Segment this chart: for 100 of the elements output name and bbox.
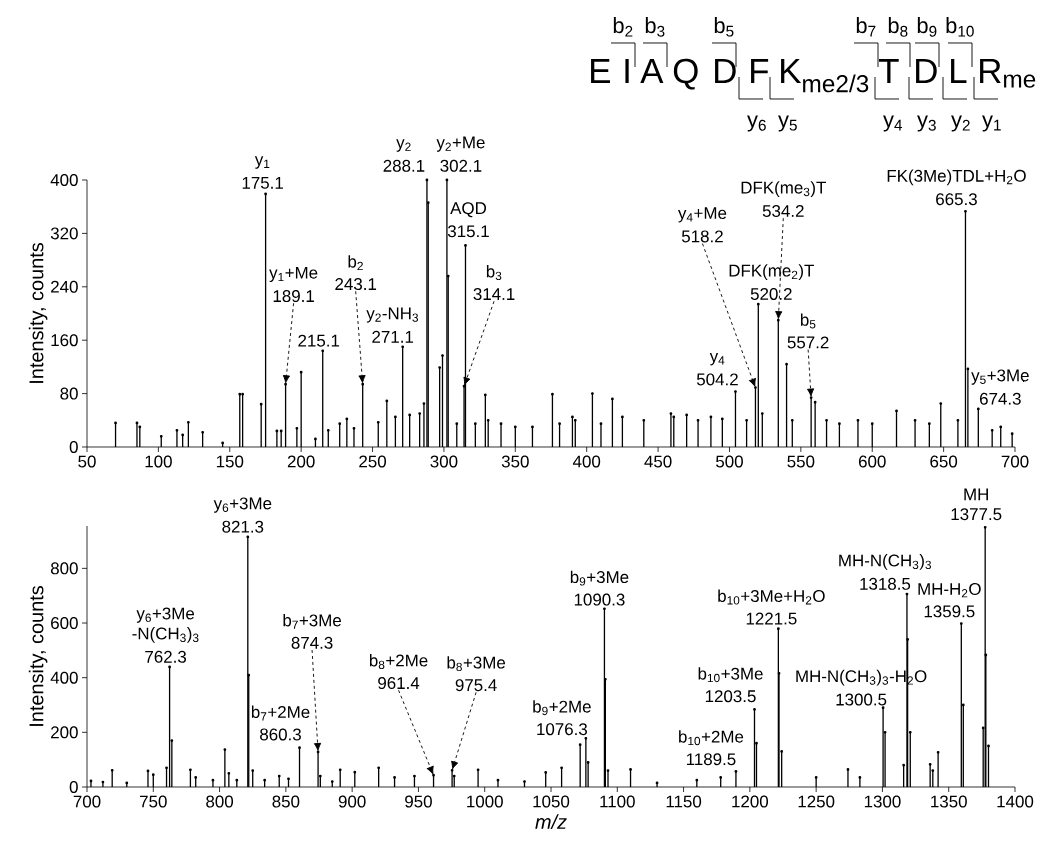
- annotation: b$_{5}$: [800, 313, 816, 329]
- x-tick-label: 250: [359, 455, 387, 468]
- y-tick-label: 0: [69, 441, 78, 453]
- text: y$_{3}$: [917, 115, 936, 132]
- x-tick-label: 1050: [533, 795, 570, 808]
- annotation: b$_{3}$: [486, 265, 502, 281]
- x-tick-label: 1150: [666, 795, 702, 808]
- text: D: [916, 58, 937, 83]
- x-tick-label: 150: [216, 455, 244, 468]
- annotation: y$_{1}$: [254, 156, 270, 169]
- x-tick-label: 450: [644, 455, 672, 468]
- annotation: b$_{9}$+3Me: [570, 570, 629, 586]
- annotation: 302.1: [440, 159, 482, 172]
- text: L: [951, 58, 967, 83]
- y-axis-title: Intensity, counts: [28, 585, 48, 726]
- annotation: 520.2: [750, 287, 792, 300]
- annotation: y$_{4}$+Me: [678, 207, 727, 223]
- annotation: 975.4: [455, 679, 497, 692]
- annotation: b$_{2}$: [348, 255, 363, 271]
- x-tick-label: 700: [73, 795, 101, 808]
- annotation: 288.1: [383, 159, 425, 172]
- annotation: y$_{2}$: [396, 139, 411, 152]
- annotation: 1300.5: [836, 693, 887, 706]
- annotation: y$_{2}$-NH$_{3}$: [366, 307, 419, 323]
- text: y$_{2}$: [951, 115, 970, 132]
- annotation: MH-N(CH$_{3}$)$_{3}$: [839, 554, 932, 570]
- text: y$_{6}$: [747, 115, 766, 132]
- annotation: 961.4: [378, 677, 420, 690]
- annotation: 189.1: [273, 290, 314, 303]
- text: b$_{3}$: [645, 17, 665, 37]
- x-tick-label: 900: [338, 795, 366, 808]
- y-tick-label: 0: [69, 781, 78, 793]
- annotation: 175.1: [242, 176, 283, 189]
- annotation: 1318.5: [860, 577, 911, 590]
- text: b$_{2}$: [613, 17, 633, 37]
- text: A: [640, 58, 664, 83]
- annotation: 1359.5: [924, 605, 975, 618]
- x-tick-label: 100: [145, 455, 172, 468]
- x-tick-label: 1100: [600, 795, 635, 808]
- y-tick-label: 200: [51, 726, 78, 739]
- x-tick-label: 1300: [864, 795, 901, 808]
- text: b$_{8}$: [888, 17, 908, 37]
- x-tick-label: 300: [430, 455, 458, 468]
- annotation: 674.3: [979, 392, 1021, 405]
- annotation: 860.3: [260, 728, 301, 741]
- annotation: MH-H$_{2}$O: [918, 582, 981, 598]
- annotation: DFK(me$_{2}$)T: [729, 264, 814, 280]
- x-tick-label: 50: [78, 455, 96, 468]
- x-tick-label: 850: [272, 795, 300, 808]
- x-tick-label: 600: [858, 455, 886, 468]
- text: E: [591, 58, 610, 83]
- annotation: 215.1: [298, 334, 340, 347]
- x-tick-label: 800: [206, 795, 234, 808]
- text: b$_{7}$: [856, 17, 876, 37]
- text: b$_{9}$: [917, 17, 937, 37]
- y-tick-label: 600: [51, 617, 78, 630]
- annotation: 1090.3: [574, 593, 625, 606]
- annotation: y$_{2}$+Me: [436, 136, 485, 152]
- annotation: 1377.5: [951, 508, 1002, 521]
- text: I: [625, 58, 629, 83]
- text: y$_{4}$: [883, 115, 903, 132]
- annotation: 504.2: [696, 373, 738, 386]
- x-tick-label: 950: [405, 795, 432, 808]
- y-tick-label: 320: [50, 227, 78, 240]
- y-tick-label: 400: [50, 671, 78, 684]
- annotation: 534.2: [762, 204, 804, 217]
- annotation: AQD: [450, 202, 487, 218]
- y-tick-label: 800: [50, 562, 78, 575]
- x-tick-label: 550: [787, 455, 815, 468]
- x-tick-label: 1200: [732, 795, 769, 808]
- annotation: 243.1: [335, 278, 377, 291]
- annotation: -N(CH$_{3}$)$_{3}$: [132, 627, 199, 643]
- y-tick-label: 160: [51, 334, 78, 347]
- x-tick-label: 350: [501, 455, 529, 468]
- annotation: y$_{6}$+3Me: [136, 607, 195, 623]
- text: Q: [673, 58, 698, 90]
- x-tick-label: 500: [716, 455, 743, 468]
- text: T: [878, 58, 899, 83]
- x-tick-label: 700: [1001, 455, 1029, 468]
- annotation: 1189.5: [686, 753, 736, 766]
- annotation: DFK(me$_{3}$)T: [741, 181, 826, 197]
- annotation: 762.3: [145, 650, 187, 663]
- annotation: 821.3: [222, 520, 264, 533]
- annotation: b$_{8}$+2Me: [369, 654, 428, 670]
- x-tick-label: 650: [930, 455, 958, 468]
- annotation: 1221.5: [746, 612, 797, 625]
- annotation: 1076.3: [537, 723, 588, 736]
- annotation: b$_{7}$+2Me: [251, 705, 310, 721]
- annotation: 665.3: [936, 193, 977, 206]
- annotation: 874.3: [291, 636, 333, 649]
- annotation: y$_{6}$+3Me: [213, 497, 272, 513]
- annotation: b$_{7}$+3Me: [283, 613, 341, 629]
- annotation: y$_{1}$+Me: [269, 266, 318, 283]
- annotation: b$_{8}$+3Me: [447, 656, 506, 672]
- annotation: b$_{10}$+3Me: [698, 667, 763, 683]
- text: b$_{5}$: [714, 17, 734, 37]
- text: K$_{me2/3}$: [781, 58, 869, 93]
- annotation: 1203.5: [705, 690, 756, 703]
- text: y$_{5}$: [778, 115, 797, 132]
- annotation: y$_{4}$: [709, 352, 725, 366]
